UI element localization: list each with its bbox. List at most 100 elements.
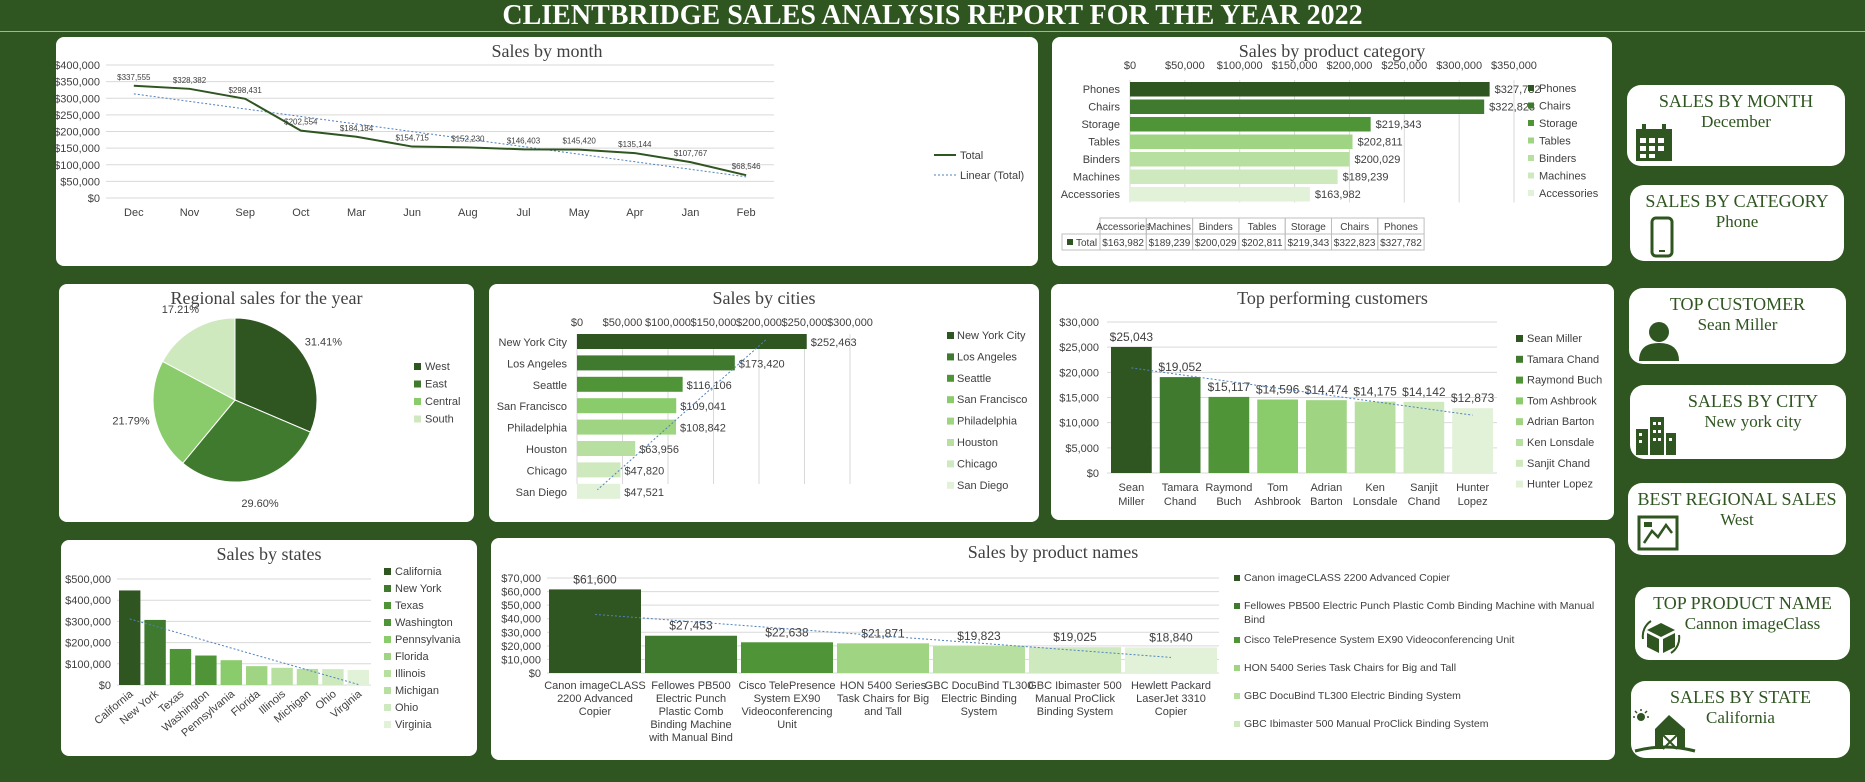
x-tick-label: Jun (403, 207, 421, 219)
chart-title-products: Sales by product names (967, 542, 1139, 562)
table-row-label: Total (1076, 238, 1097, 249)
bar (577, 441, 636, 456)
chart-sales-by-cities: $0 $50,000 $100,000 $150,000 $200,000 $250,00… (497, 317, 1027, 499)
bar (119, 590, 141, 685)
bar (144, 619, 166, 685)
kpi-card-customer: TOP CUSTOMER Sean Miller (1629, 288, 1846, 364)
legend-swatch (1516, 459, 1523, 467)
data-label: $14,596 (1256, 383, 1300, 397)
x-tick-label: Oct (292, 207, 309, 219)
x-tick-label: Aug (458, 207, 478, 219)
legend-label: Total (960, 150, 983, 162)
chart-sales-by-products: $0 $10,000$20,000 $30,000$40,000 $50,000$60… (501, 572, 1594, 744)
y-tick-label: $50,000 (501, 600, 541, 612)
table-cell-value: $202,811 (1242, 238, 1283, 249)
x-tick-label: $250,000 (1381, 60, 1427, 72)
x-tick-label: Electric Binding (941, 693, 1017, 705)
legend-swatch (384, 636, 391, 643)
bar (347, 669, 369, 685)
data-label: $27,453 (669, 619, 713, 633)
legend-label: Machines (1539, 171, 1587, 183)
data-label: 31.41% (305, 337, 343, 349)
x-tick-label: $300,000 (1436, 60, 1482, 72)
x-tick-label: Chand (1164, 496, 1196, 508)
legend-label: Washington (395, 617, 453, 629)
y-tick-label: $100,000 (65, 659, 111, 671)
data-label: 21.79% (112, 416, 150, 428)
y-tick-label: $5,000 (1065, 443, 1099, 455)
table-cell-value: $200,029 (1195, 238, 1237, 249)
legend-label: Bind (1244, 614, 1265, 626)
data-label: $219,343 (1376, 119, 1422, 131)
x-tick-label: Fellowes PB500 (651, 680, 731, 692)
x-tick-label: GBC Ibimaster 500 (1028, 680, 1122, 692)
x-tick-label: Miller (1118, 496, 1145, 508)
kpi-title: SALES BY CITY (1687, 391, 1819, 411)
x-tick-label: $150,000 (1272, 60, 1318, 72)
y-tick-label: $100,000 (54, 160, 100, 172)
data-label: $200,029 (1354, 154, 1400, 166)
legend-label: Virginia (395, 719, 432, 731)
x-tick-label: and Tall (864, 706, 902, 718)
y-tick-label: $10,000 (501, 654, 541, 666)
bar (1257, 399, 1298, 473)
y-tick-label: $20,000 (1059, 367, 1099, 379)
bar (1130, 187, 1310, 202)
bar (1159, 377, 1201, 473)
kpi-card-category: SALES BY CATEGORY Phone (1630, 185, 1844, 261)
y-tick-label: Seattle (533, 380, 567, 392)
data-label: $108,842 (680, 423, 726, 435)
panel-sales-by-month: Sales by month $0 $50,000 $100,000 $150,000… (54, 37, 1038, 266)
x-tick-label: $350,000 (1491, 60, 1537, 72)
y-tick-label: $60,000 (501, 587, 541, 599)
chart-title-category: Sales by product category (1238, 41, 1426, 61)
y-tick-label: Accessories (1061, 189, 1121, 201)
bar (1130, 134, 1353, 149)
y-tick-label: $300,000 (54, 93, 100, 105)
x-tick-label: $300,000 (827, 317, 873, 329)
x-tick-label: Adrian (1310, 482, 1342, 494)
data-label: $145,420 (562, 137, 596, 146)
trendline (594, 613, 1172, 658)
legend-label: Houston (957, 437, 998, 449)
data-label: $202,554 (284, 118, 318, 127)
x-tick-label: $200,000 (736, 317, 782, 329)
x-tick-label: Lonsdale (1353, 496, 1398, 508)
x-tick-label: Canon imageCLASS (544, 680, 646, 692)
table-cell-value: $163,982 (1102, 238, 1144, 249)
legend-swatch (1234, 603, 1240, 609)
data-label: $25,043 (1110, 330, 1154, 344)
legend-swatch (414, 415, 421, 423)
legend-swatch (1516, 418, 1523, 426)
kpi-value: New york city (1704, 412, 1802, 431)
bar (577, 483, 621, 499)
chart-title-cities: Sales by cities (712, 288, 816, 308)
bar (577, 355, 735, 371)
legend-swatch (1234, 693, 1240, 699)
bar (1354, 401, 1396, 473)
series-line (133, 84, 747, 177)
legend-label: Chairs (1539, 101, 1571, 113)
legend-swatch (947, 374, 954, 382)
legend-label: Michigan (395, 685, 439, 697)
trendline (133, 93, 747, 178)
table-header: Binders (1199, 222, 1233, 233)
data-label: $22,638 (765, 625, 809, 639)
bar (1306, 400, 1347, 473)
x-tick-label: $200,000 (1326, 60, 1372, 72)
legend-swatch (384, 653, 391, 660)
pie-slice (234, 317, 318, 433)
y-tick-label: $70,000 (501, 573, 541, 585)
x-tick-label: Sep (235, 207, 255, 219)
calendar-icon (1636, 124, 1672, 161)
data-label: $107,767 (674, 149, 708, 158)
legend-label: Fellowes PB500 Electric Punch Plastic Co… (1244, 600, 1594, 612)
pie-slice (161, 317, 236, 401)
legend-swatch (1516, 355, 1523, 363)
data-label: $12,873 (1451, 391, 1495, 405)
kpi-card-city: SALES BY CITY New york city (1630, 385, 1846, 459)
data-label: $116,106 (687, 380, 732, 392)
legend-label: East (425, 379, 447, 391)
chart-title-states: Sales by states (216, 544, 322, 564)
table-cell (1377, 233, 1425, 251)
